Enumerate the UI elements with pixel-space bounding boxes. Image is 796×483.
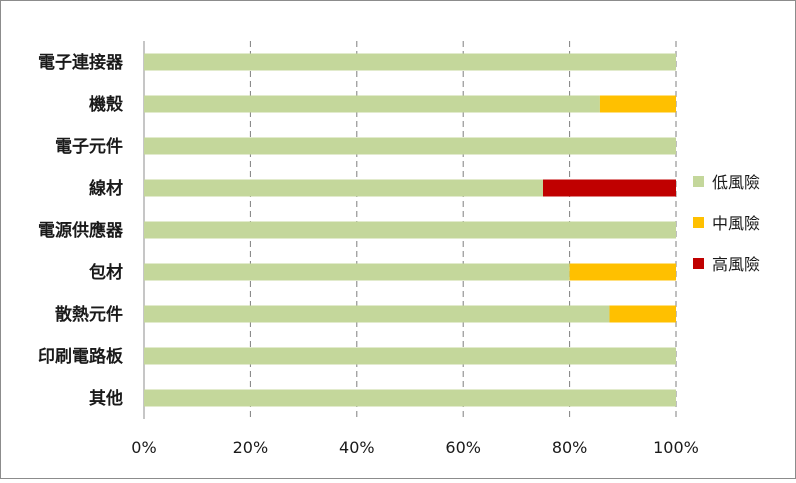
- bar-segment-1: [144, 53, 676, 71]
- x-axis-tick-labels: 0% 20% 40% 60% 80% 100%: [131, 438, 699, 457]
- category-label: 電子連接器: [38, 52, 124, 73]
- category-label: 電子元件: [55, 136, 123, 157]
- category-label: 機殼: [89, 94, 124, 115]
- x-tick-label: 0%: [131, 438, 156, 457]
- legend-label: 低風險: [712, 173, 760, 192]
- category-label: 包材: [89, 262, 123, 283]
- bar-segment-1: [144, 389, 676, 407]
- legend-label: 高風險: [712, 255, 760, 274]
- legend-swatch: [693, 176, 704, 187]
- x-tick-label: 60%: [445, 438, 481, 457]
- category-label: 其他: [89, 388, 123, 409]
- legend-label: 中風險: [712, 214, 760, 233]
- category-label: 印刷電路板: [38, 346, 124, 367]
- legend-swatch: [693, 217, 704, 228]
- x-tick-label: 80%: [552, 438, 588, 457]
- x-tick-label: 40%: [339, 438, 375, 457]
- category-label: 電源供應器: [38, 220, 124, 241]
- bar-segment-1: [144, 305, 610, 323]
- bar-segment-2: [569, 263, 676, 281]
- bar-segment-1: [144, 95, 600, 113]
- bar-segment-3: [543, 179, 676, 197]
- bar-segment-2: [599, 95, 676, 113]
- category-label: 線材: [89, 178, 123, 199]
- legend-swatch: [693, 258, 704, 269]
- bar-segment-1: [144, 137, 676, 155]
- x-tick-label: 20%: [233, 438, 269, 457]
- x-tick-label: 100%: [653, 438, 699, 457]
- bar-segment-1: [144, 263, 570, 281]
- bar-segment-2: [609, 305, 676, 323]
- bar-segment-1: [144, 221, 676, 239]
- bar-segment-1: [144, 347, 676, 365]
- category-label: 散熱元件: [55, 304, 123, 325]
- bars: [144, 53, 676, 407]
- bar-segment-1: [144, 179, 543, 197]
